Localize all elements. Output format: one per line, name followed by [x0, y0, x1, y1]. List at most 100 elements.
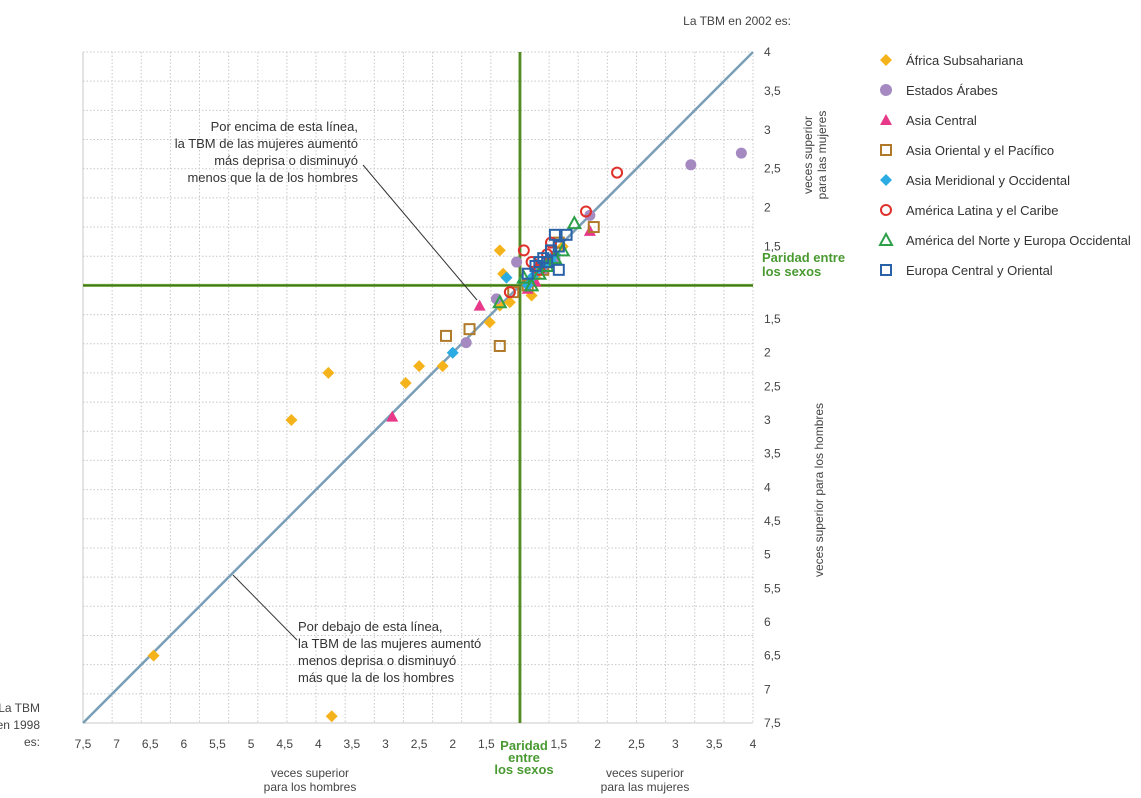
data-point	[493, 339, 506, 352]
corner-label: en 1998	[0, 718, 40, 732]
legend-item: Asia Oriental y el Pacífico	[880, 143, 1054, 158]
data-points	[147, 147, 747, 723]
legend-label: Asia Central	[906, 113, 977, 128]
x-label-men: veces superior	[271, 766, 349, 780]
legend-marker	[880, 54, 892, 66]
note-above-line: Por encima de esta línea,	[211, 119, 358, 134]
note-below-line: Por debajo de esta línea,	[298, 619, 443, 634]
data-point	[533, 263, 546, 276]
data-point	[463, 323, 476, 336]
legend-marker	[880, 84, 892, 96]
x-tick-label: 1,5	[550, 737, 567, 751]
data-point	[386, 410, 399, 422]
legend-item: Europa Central y Oriental	[880, 263, 1053, 278]
legend-label: África Subsahariana	[906, 53, 1024, 68]
corner-label: es:	[24, 735, 40, 749]
y-tick-label: 4	[764, 45, 771, 59]
x-tick-label: 3,5	[706, 737, 723, 751]
data-point	[436, 360, 449, 373]
y-label-women-line: veces superior	[801, 116, 815, 194]
note-below-line: la TBM de las mujeres aumentó	[298, 636, 481, 651]
y-tick-label: 3	[764, 413, 771, 427]
parity-label-y: Paridad entre	[762, 250, 845, 265]
legend: África Subsahariana Estados Árabes Asia Ce…	[878, 53, 1131, 278]
data-point	[492, 294, 508, 309]
data-point	[545, 244, 558, 257]
data-point	[483, 316, 496, 329]
data-point	[440, 329, 453, 342]
parity-label-x: Paridad	[500, 738, 548, 753]
y-tick-label: 3	[764, 123, 771, 137]
data-point	[548, 228, 561, 241]
parity-label-y: los sexos	[762, 264, 821, 279]
y-tick-label: 1,5	[764, 239, 781, 253]
corner-label: La TBM	[0, 701, 40, 715]
data-point	[473, 299, 486, 311]
x-tick-label: 3	[382, 737, 389, 751]
data-point	[413, 360, 426, 373]
data-point	[533, 256, 546, 269]
y-tick-label: 7	[764, 682, 771, 696]
data-point	[545, 236, 558, 249]
x-tick-label: 2,5	[411, 737, 428, 751]
note-below-leader	[232, 574, 298, 641]
y-tick-label: 6,5	[764, 649, 781, 663]
grid	[82, 51, 754, 724]
y-label-women-line: para las mujeres	[815, 111, 829, 200]
legend-item: América del Norte y Europa Occidental	[878, 231, 1131, 248]
x-tick-label: 3,5	[344, 737, 361, 751]
legend-label: Europa Central y Oriental	[906, 263, 1053, 278]
legend-label: América Latina y el Caribe	[906, 203, 1058, 218]
data-point	[537, 252, 550, 265]
y-tick-label: 6	[764, 615, 771, 629]
y-tick-label: 3,5	[764, 447, 781, 461]
data-point	[399, 377, 412, 390]
data-point	[529, 259, 542, 272]
legend-label: Estados Árabes	[906, 83, 998, 98]
y-tick-label: 5	[764, 548, 771, 562]
x-tick-label: 4,5	[276, 737, 293, 751]
data-point	[560, 228, 573, 241]
x-tick-label: 2	[594, 737, 601, 751]
data-point	[611, 166, 624, 179]
data-point	[583, 224, 596, 236]
x-label-women: para las mujeres	[601, 780, 690, 794]
data-point	[552, 263, 565, 276]
y-tick-label: 4	[764, 480, 771, 494]
legend-marker	[880, 144, 892, 156]
x-label-women: veces superior	[606, 766, 684, 780]
data-point	[541, 256, 554, 269]
note-above-line: menos que la de los hombres	[187, 170, 358, 185]
data-point	[579, 205, 592, 218]
x-tick-label: 4	[315, 737, 322, 751]
data-point	[493, 244, 506, 257]
chart-title: La TBM en 2002 es:	[683, 14, 791, 28]
data-point	[503, 296, 516, 309]
legend-label: América del Norte y Europa Occidental	[906, 233, 1131, 248]
data-point	[322, 366, 335, 379]
data-point	[516, 269, 532, 284]
parity-label-x: los sexos	[494, 762, 553, 777]
y-label-men: veces superior para los hombres	[812, 403, 826, 577]
data-point	[503, 286, 516, 299]
y-tick-label: 2	[764, 201, 771, 215]
legend-marker	[880, 174, 892, 186]
data-point	[525, 256, 538, 269]
y-tick-label: 2	[764, 346, 771, 360]
x-tick-label: 6	[180, 737, 187, 751]
data-point	[685, 159, 697, 171]
note-above-line: más deprisa o disminuyó	[214, 153, 358, 168]
data-point	[523, 277, 540, 292]
x-tick-label: 7,5	[75, 737, 92, 751]
legend-item: América Latina y el Caribe	[880, 203, 1058, 218]
data-point	[552, 240, 565, 253]
x-label-men: para los hombres	[264, 780, 357, 794]
data-point	[521, 267, 534, 280]
equality-diagonal	[82, 51, 754, 724]
y-label-women: veces superiorpara las mujeres	[801, 111, 829, 200]
data-point	[511, 256, 523, 268]
data-point	[517, 244, 530, 257]
data-point	[507, 286, 520, 299]
x-tick-label: 6,5	[142, 737, 159, 751]
